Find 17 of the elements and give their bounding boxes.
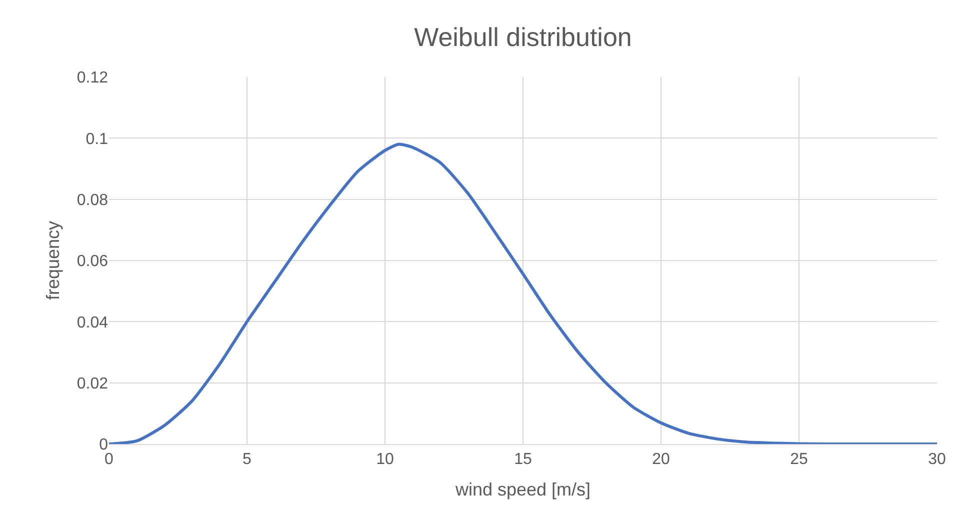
y-tick-label: 0	[99, 436, 108, 454]
y-tick-label: 0.08	[76, 192, 108, 209]
x-tick-label: 10	[376, 451, 394, 468]
chart-title: Weibull distribution	[414, 22, 632, 52]
y-axis-title: frequency	[43, 220, 64, 300]
y-tick-label: 0.04	[76, 314, 108, 332]
y-tick-label: 0.06	[76, 253, 108, 270]
y-tick-label: 0.1	[86, 130, 108, 148]
x-tick-label: 25	[790, 451, 808, 468]
x-tick-label: 30	[928, 451, 946, 468]
x-tick-label: 20	[652, 451, 670, 468]
y-tick-label: 0.12	[76, 70, 108, 87]
x-axis-title: wind speed [m/s]	[454, 479, 591, 500]
y-tick-label: 0.02	[76, 375, 108, 392]
line-series	[109, 142, 937, 444]
x-tick-label: 5	[242, 451, 252, 468]
x-tick-label: 15	[514, 451, 532, 468]
